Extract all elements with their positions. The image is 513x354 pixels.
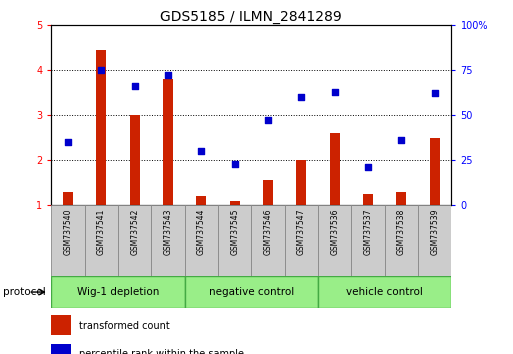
Text: GSM737541: GSM737541 [97,209,106,255]
Title: GDS5185 / ILMN_2841289: GDS5185 / ILMN_2841289 [161,10,342,24]
Point [397,137,405,143]
Bar [251,205,285,276]
Point [230,161,239,167]
Bar [385,205,418,276]
Text: Wig-1 depletion: Wig-1 depletion [77,287,159,297]
Text: GSM737539: GSM737539 [430,209,439,255]
Text: GSM737540: GSM737540 [64,209,72,255]
Text: GSM737543: GSM737543 [164,209,172,255]
Text: GSM737547: GSM737547 [297,209,306,255]
Bar [218,205,251,276]
Text: protocol: protocol [3,287,45,297]
Bar [63,192,73,205]
Bar [130,115,140,205]
Text: GSM737545: GSM737545 [230,209,239,255]
Bar [51,344,71,354]
Text: GSM737544: GSM737544 [197,209,206,255]
Bar [397,192,406,205]
Text: GSM737538: GSM737538 [397,209,406,255]
Text: GSM737536: GSM737536 [330,209,339,255]
Point [264,118,272,123]
Text: negative control: negative control [209,287,294,297]
Bar [185,205,218,276]
Point [130,83,139,89]
Point [97,67,106,73]
Point [330,89,339,95]
Bar [51,276,185,308]
Point [297,94,305,100]
Bar [230,201,240,205]
Bar [163,79,173,205]
Text: percentile rank within the sample: percentile rank within the sample [80,349,244,354]
Bar [96,50,106,205]
Bar [196,196,206,205]
Bar [51,315,71,335]
Bar [363,194,373,205]
Bar [330,133,340,205]
Point [164,73,172,78]
Bar [297,160,306,205]
Point [364,165,372,170]
Bar [151,205,185,276]
Bar [318,205,351,276]
Point [197,148,205,154]
Text: GSM737546: GSM737546 [264,209,272,255]
Bar [51,205,85,276]
Text: GSM737537: GSM737537 [364,209,372,255]
Bar [118,205,151,276]
Text: vehicle control: vehicle control [346,287,423,297]
Bar [263,181,273,205]
Point [64,139,72,145]
Bar [318,276,451,308]
Point [430,91,439,96]
Bar [285,205,318,276]
Bar [85,205,118,276]
Bar [185,276,318,308]
Bar [351,205,385,276]
Text: GSM737542: GSM737542 [130,209,139,255]
Text: transformed count: transformed count [80,321,170,331]
Bar [418,205,451,276]
Bar [430,138,440,205]
